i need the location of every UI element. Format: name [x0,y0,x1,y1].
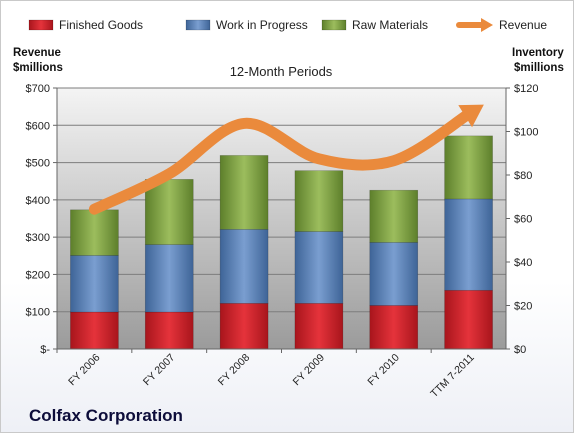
left-tick-label: $500 [26,158,50,170]
plot-area [57,88,506,349]
bar-segment-raw-materials [369,189,419,243]
right-tick-label: $0 [514,344,526,356]
legend-label: Raw Materials [352,18,428,32]
x-tick-label: FY 2006 [66,352,103,389]
x-tick-label: FY 2010 [365,352,402,389]
bar-segment-finished-goods [294,303,344,350]
bar-segment-raw-materials [70,209,119,256]
bar-segment-work-in-progress [144,244,194,313]
left-tick-label: $- [40,344,50,356]
left-tick-label: $200 [26,269,50,281]
right-tick-label: $20 [514,301,532,313]
right-axis-label-line2: $millions [514,62,564,74]
left-tick-label: $400 [26,195,50,207]
grid [57,87,506,350]
right-tick-label: $120 [514,83,538,95]
revenue-line-path [88,108,475,215]
bar-segment-work-in-progress [369,242,419,306]
x-tick-label: FY 2007 [141,352,178,389]
left-tick-label: $100 [26,307,50,319]
x-tick-label: FY 2008 [216,352,253,389]
bar-segment-finished-goods [144,311,194,350]
x-tick-label: TTM 7-2011 [428,352,476,400]
bar-segment-raw-materials [444,135,493,200]
legend-arrow-icon [481,18,493,32]
legend-label: Work in Progress [216,18,308,32]
left-tick-label: $300 [26,232,50,244]
right-tick-label: $60 [514,214,532,226]
legend: Finished Goods Work in Progress Raw Materi… [28,18,547,32]
bar-segment-finished-goods [70,311,119,350]
legend-label: Finished Goods [59,18,143,32]
bar-segment-finished-goods [369,305,419,350]
legend-swatch [321,19,347,31]
bar-segment-work-in-progress [294,231,344,304]
left-tick-label: $600 [26,120,50,132]
revenue-arrowhead [458,104,484,128]
legend-swatch [185,19,211,31]
left-axis-label-line2: $millions [13,62,63,74]
bar-segment-raw-materials [144,179,194,245]
bar-segment-raw-materials [294,170,344,232]
left-axis-label-line1: Revenue [13,47,61,59]
right-axis-label-line1: Inventory [512,47,564,59]
bar-segment-work-in-progress [219,229,269,304]
bar-segment-raw-materials [219,155,269,230]
bars [70,135,493,350]
bar-segment-finished-goods [219,303,269,350]
x-tick-label: FY 2009 [291,352,328,389]
right-tick-label: $80 [514,170,532,182]
legend-swatch [28,19,54,31]
bar-segment-work-in-progress [70,255,119,313]
revenue-line [88,104,484,215]
bar-segment-finished-goods [444,289,493,350]
legend-label: Revenue [499,18,547,32]
left-tick-label: $700 [26,83,50,95]
right-tick-label: $100 [514,127,538,139]
chart-title: 12-Month Periods [230,64,333,79]
bar-segment-work-in-progress [444,198,493,291]
company-name: Colfax Corporation [29,406,183,425]
right-tick-label: $40 [514,257,532,269]
